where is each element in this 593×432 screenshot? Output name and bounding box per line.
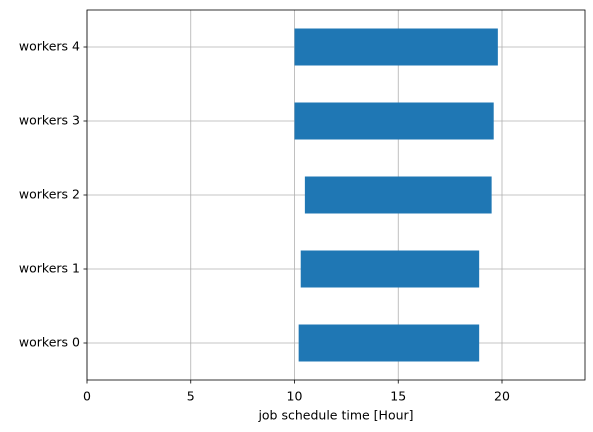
plot-frame <box>86 9 586 381</box>
x-tick-label: 10 <box>287 389 303 404</box>
bar <box>294 102 494 140</box>
bar <box>294 28 498 66</box>
x-tick-label: 15 <box>390 389 406 404</box>
x-axis-label: job schedule time [Hour] <box>257 408 413 423</box>
y-tick-label: workers 3 <box>19 113 80 128</box>
y-tick-label: workers 0 <box>19 335 80 350</box>
x-tick-label: 20 <box>494 389 510 404</box>
x-tick-label: 5 <box>187 389 195 404</box>
y-tick-label: workers 1 <box>19 261 80 276</box>
x-tick-label: 0 <box>83 389 91 404</box>
bar <box>300 250 480 288</box>
bar <box>298 324 480 362</box>
bar <box>304 176 492 214</box>
y-tick-label: workers 4 <box>19 39 80 54</box>
y-tick-label: workers 2 <box>19 187 80 202</box>
